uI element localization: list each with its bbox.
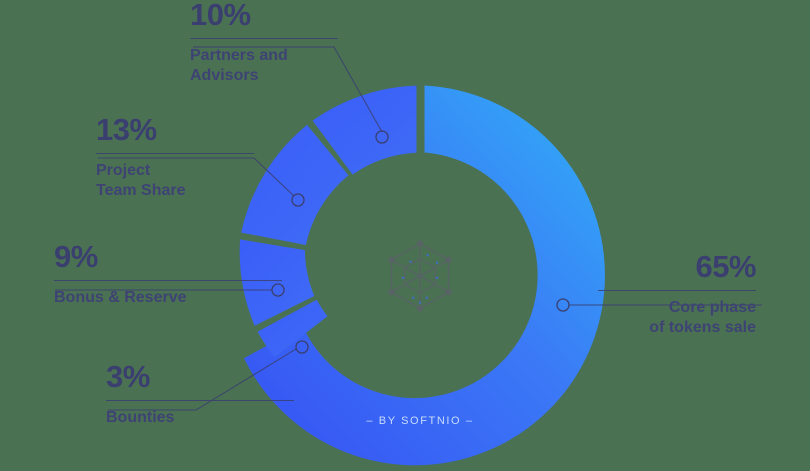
leader-dot-bounties[interactable]: [295, 340, 309, 354]
leader-line-team: [98, 157, 295, 197]
callout-label: Bonus & Reserve: [54, 289, 187, 306]
callout-percent: 10%: [190, 0, 251, 32]
leader-dot-bonus[interactable]: [271, 283, 285, 297]
slice-bounties[interactable]: [257, 299, 328, 358]
callout-project-team-share: 13% Project Team Share: [96, 113, 254, 201]
callout-label: Partners and Advisors: [190, 47, 288, 84]
callout-rule: [190, 38, 338, 39]
callout-rule: [96, 153, 254, 154]
slice-bonus-reserve[interactable]: [239, 239, 315, 326]
callout-rule: [106, 400, 294, 401]
slice-core-phase[interactable]: [244, 85, 605, 466]
slice-project-team-share[interactable]: [241, 124, 349, 245]
callout-partners-advisors: 10% Partners and Advisors: [190, 0, 338, 86]
callout-core-phase: 65% Core phase of tokens sale: [598, 249, 757, 338]
callout-percent: 65%: [695, 249, 756, 284]
callout-label: Project Team Share: [96, 162, 186, 199]
callout-bounties: 3% Bounties: [106, 360, 294, 428]
callout-rule: [598, 290, 756, 291]
watermark-text: – BY SOFTNIO –: [366, 415, 473, 427]
callout-percent: 3%: [106, 359, 150, 394]
callout-rule: [54, 280, 282, 281]
slice-partners-advisors[interactable]: [312, 85, 417, 175]
leader-line-bounties: [108, 348, 297, 411]
callout-percent: 13%: [96, 112, 157, 147]
leader-dot-team[interactable]: [291, 193, 305, 207]
leader-dot-core[interactable]: [556, 298, 570, 312]
callout-label: Bounties: [106, 409, 175, 426]
hexagon-network-icon: [388, 240, 452, 312]
callout-percent: 9%: [54, 239, 98, 274]
leader-dot-partners[interactable]: [375, 130, 389, 144]
callout-label: Core phase of tokens sale: [649, 299, 756, 336]
leader-line-partners: [193, 46, 383, 133]
callout-bonus-reserve: 9% Bonus & Reserve: [54, 240, 282, 308]
